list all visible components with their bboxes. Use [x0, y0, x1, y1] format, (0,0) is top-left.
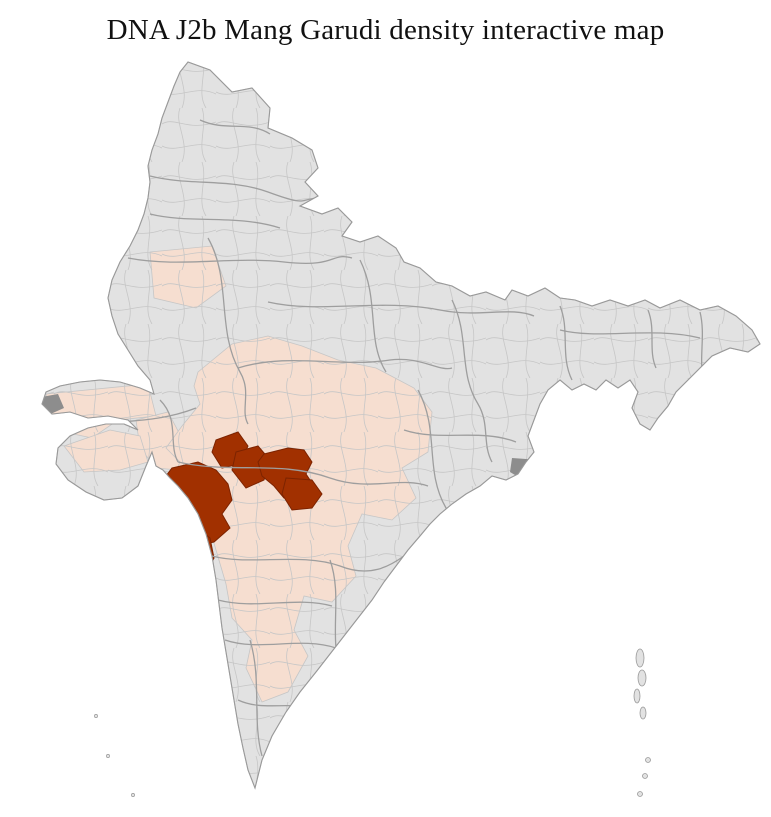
state-border-line	[559, 305, 573, 381]
state-border-line	[149, 175, 317, 202]
island[interactable]	[637, 791, 643, 797]
state-border-line	[149, 213, 281, 229]
state-border-line	[451, 299, 493, 463]
island[interactable]	[639, 706, 647, 720]
island[interactable]	[635, 648, 645, 668]
district-high-density[interactable]	[231, 445, 271, 489]
state-border-line	[211, 555, 405, 572]
state-border-line	[559, 329, 701, 339]
shaded-patch	[510, 458, 548, 484]
state-border-line	[403, 429, 517, 443]
district-high-density[interactable]	[281, 477, 323, 511]
state-border-line	[127, 256, 353, 264]
page-title: DNA J2b Mang Garudi density interactive …	[106, 14, 665, 46]
state-border-line	[647, 309, 657, 369]
state-border-line	[249, 639, 263, 757]
lakshadweep-islands[interactable]	[94, 714, 135, 797]
state-border-line	[237, 358, 453, 370]
island[interactable]	[637, 669, 647, 687]
district-mesh	[42, 62, 760, 788]
andaman-nicobar-islands[interactable]	[633, 648, 651, 797]
state-border-line	[224, 639, 337, 649]
island[interactable]	[94, 714, 98, 718]
island[interactable]	[106, 754, 110, 758]
island[interactable]	[645, 757, 651, 763]
island[interactable]	[633, 688, 641, 704]
state-border-line	[217, 599, 333, 607]
state-border-line	[159, 399, 179, 463]
state-border-line	[267, 301, 535, 317]
state-border-line	[177, 461, 429, 487]
state-border-line	[207, 237, 249, 425]
island[interactable]	[642, 773, 648, 779]
india-outline	[41, 61, 761, 790]
island[interactable]	[131, 793, 135, 797]
state-border-line	[199, 119, 271, 135]
